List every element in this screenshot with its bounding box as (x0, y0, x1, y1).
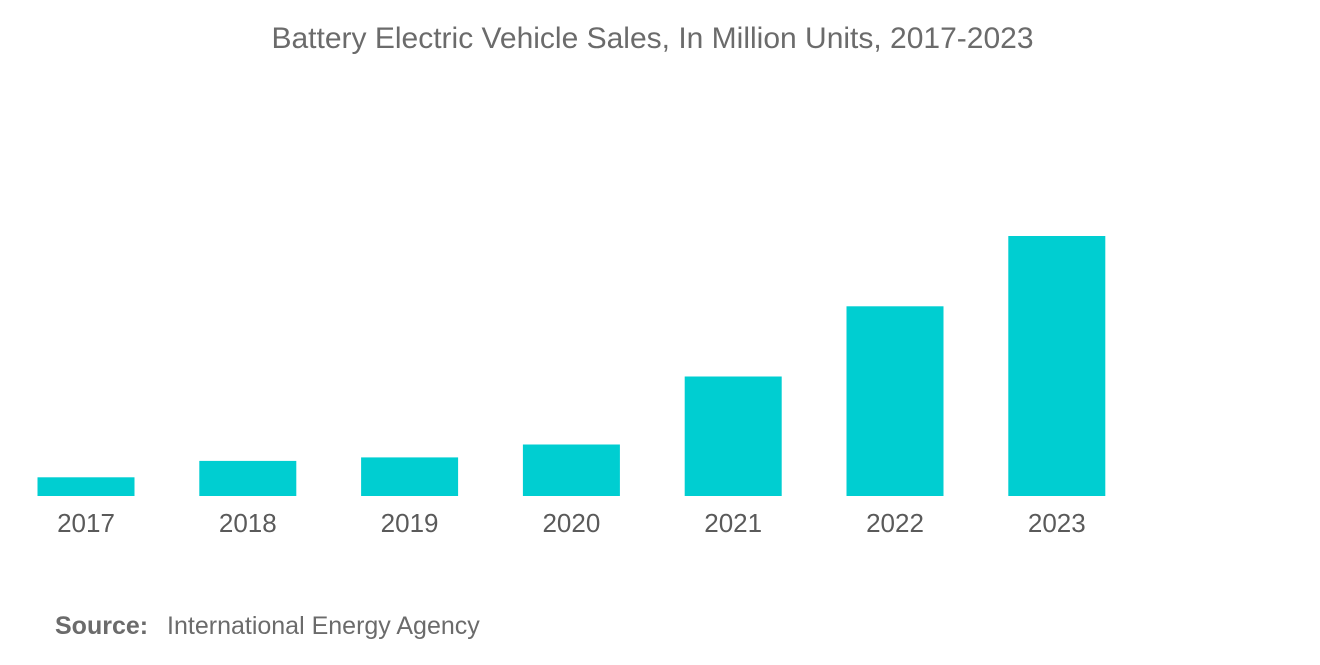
bar-2022 (846, 306, 944, 496)
bar-2017 (37, 477, 135, 496)
x-tick-label-2017: 2017 (57, 508, 115, 538)
x-tick-label-2020: 2020 (542, 508, 600, 538)
bars-group (37, 236, 1106, 496)
bar-2021 (684, 376, 782, 496)
source-text: International Energy Agency (167, 612, 480, 640)
bar-2018 (199, 460, 297, 496)
bar-2023 (1008, 236, 1106, 496)
chart-title: Battery Electric Vehicle Sales, In Milli… (271, 22, 1034, 55)
source-note: Source: International Energy Agency (55, 612, 480, 641)
bar-2019 (361, 457, 459, 496)
x-tick-label-2021: 2021 (704, 508, 762, 538)
source-label: Source: (55, 612, 149, 640)
bar-2020 (522, 444, 620, 496)
x-tick-label-2018: 2018 (219, 508, 277, 538)
x-tick-label-2022: 2022 (866, 508, 924, 538)
x-axis-tick-labels: 2017 2018 2019 2020 2021 2022 2023 (57, 508, 1086, 538)
chart-svg: 2017 2018 2019 2020 2021 2022 2023 (37, 236, 1106, 538)
x-tick-label-2023: 2023 (1028, 508, 1086, 538)
x-tick-label-2019: 2019 (381, 508, 439, 538)
